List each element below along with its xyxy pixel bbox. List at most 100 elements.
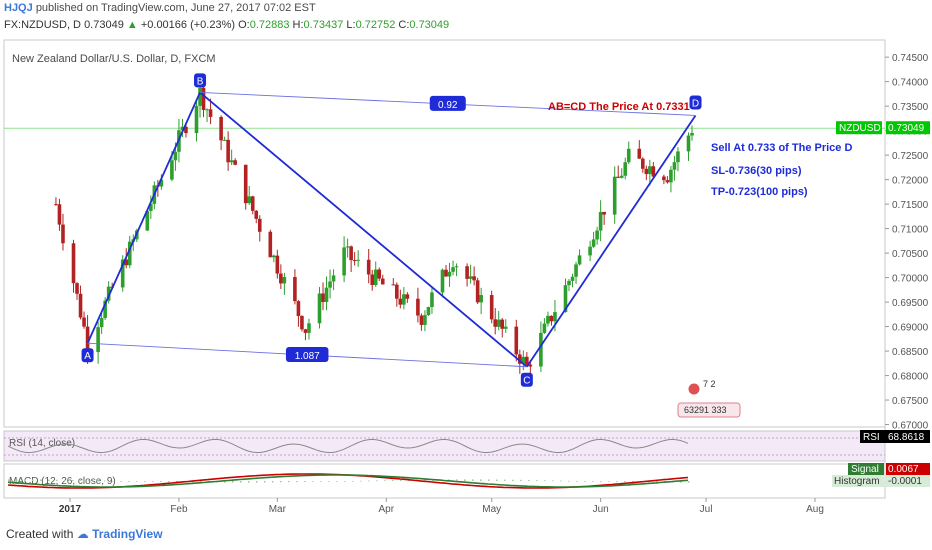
- candle: [205, 108, 209, 123]
- candle: [373, 261, 378, 287]
- time-axis[interactable]: 2017 Feb Mar Apr May Jun Jul Aug: [59, 498, 824, 515]
- candle: [570, 273, 575, 288]
- macd-hist-bar: [680, 481, 682, 483]
- last-value: 0.73049: [84, 19, 124, 31]
- price-tick-label: 0.68000: [892, 372, 929, 383]
- macd-hist-bar: [376, 480, 378, 482]
- candle: [82, 311, 86, 329]
- candle: [103, 297, 107, 321]
- macd-hist-bar: [24, 479, 26, 481]
- macd-hist-bar: [576, 480, 578, 482]
- candle: [198, 84, 202, 118]
- candle: [254, 210, 259, 224]
- abcd-pattern: A B C D 0.92 1.087: [81, 73, 702, 387]
- chart-title: New Zealand Dollar/U.S. Dollar, D, FXCM: [12, 53, 216, 65]
- macd-hist-bar: [592, 481, 594, 482]
- pattern-point-badge: [520, 372, 533, 387]
- price-tick-label: 0.69500: [892, 298, 929, 309]
- candle: [588, 240, 592, 262]
- candle: [676, 147, 680, 172]
- candle: [440, 268, 445, 298]
- candle: [257, 215, 262, 242]
- candle: [370, 269, 375, 291]
- candle: [595, 226, 599, 245]
- candle: [465, 263, 469, 287]
- pattern-point-label: C: [523, 376, 530, 387]
- candle: [563, 278, 568, 313]
- candle: [226, 131, 230, 171]
- macd-hist-bar: [152, 481, 154, 482]
- candle: [549, 315, 554, 326]
- price-tick-label: 0.70000: [892, 274, 929, 285]
- price-tick-label: 0.74000: [892, 78, 929, 89]
- candle: [342, 236, 346, 283]
- candle: [282, 272, 287, 295]
- time-tick-label: Jun: [593, 504, 609, 515]
- candle: [345, 238, 350, 258]
- price-axis[interactable]: 0.745000.740000.735000.730000.725000.720…: [885, 53, 929, 432]
- macd-hist-bar: [552, 480, 554, 482]
- signal-line: [7, 474, 689, 488]
- candle: [366, 248, 371, 284]
- macd-hist-bar: [312, 481, 314, 482]
- macd-hist-bar: [64, 479, 66, 481]
- rsi-value: 68.8618: [888, 432, 925, 443]
- author-brand[interactable]: HJQJ: [4, 2, 33, 14]
- macd-hist-bar: [136, 481, 138, 482]
- idea-badge-icon[interactable]: [677, 402, 741, 418]
- candle: [672, 155, 677, 181]
- footer: Created with ☁ TradingView: [6, 527, 163, 541]
- candle: [352, 252, 357, 266]
- price-tag-symbol: NZDUSD: [839, 123, 881, 134]
- tradingview-logo-icon[interactable]: ☁: [76, 527, 89, 541]
- macd-hist-bar: [632, 481, 634, 483]
- candle: [380, 274, 385, 285]
- hist-tag-bg: [832, 475, 884, 487]
- candle: [493, 308, 498, 335]
- candle: [75, 282, 79, 300]
- tradingview-link[interactable]: TradingView: [92, 527, 163, 541]
- candle: [472, 266, 476, 286]
- ratio-ac-label: 1.087: [295, 351, 320, 362]
- macd-hist-bar: [272, 481, 274, 483]
- signal-tag: Signal: [851, 464, 879, 475]
- macd-hist-bar: [40, 479, 42, 481]
- candle: [500, 318, 505, 338]
- leg-bc: [199, 91, 528, 368]
- idea-count-1: 7 2: [703, 379, 716, 389]
- candle: [222, 136, 227, 141]
- candle: [444, 264, 448, 277]
- rsi-pane[interactable]: [3, 430, 886, 462]
- ratio-ac-label-bg: [285, 346, 329, 362]
- pattern-point-badge: [689, 95, 702, 110]
- macd-hist-bar: [200, 481, 202, 483]
- macd-hist-bar: [528, 479, 530, 481]
- macd-hist-bar: [520, 479, 522, 481]
- price-tick-label: 0.71500: [892, 200, 929, 211]
- idea-flag-icon[interactable]: [687, 382, 701, 396]
- candle: [279, 264, 283, 289]
- time-tick-label: Feb: [170, 504, 188, 515]
- candles: [54, 83, 694, 378]
- candle: [243, 164, 248, 210]
- macd-hist-bar: [544, 480, 546, 482]
- candle: [208, 98, 213, 125]
- pattern-point-label: A: [84, 351, 91, 362]
- candle: [686, 132, 691, 161]
- leg-cd: [526, 114, 697, 368]
- macd-hist-bar: [624, 481, 626, 483]
- candle: [662, 174, 666, 185]
- candle: [525, 352, 529, 366]
- macd-hist-bar: [368, 480, 370, 482]
- open-value: 0.72883: [249, 19, 290, 31]
- candle: [496, 310, 501, 331]
- time-tick-label: Apr: [378, 504, 394, 515]
- candle: [416, 287, 420, 323]
- candle: [71, 239, 76, 293]
- candle: [293, 269, 297, 305]
- macd-hist-bar: [536, 480, 538, 481]
- candle: [637, 140, 642, 159]
- macd-hist-bar: [360, 480, 362, 482]
